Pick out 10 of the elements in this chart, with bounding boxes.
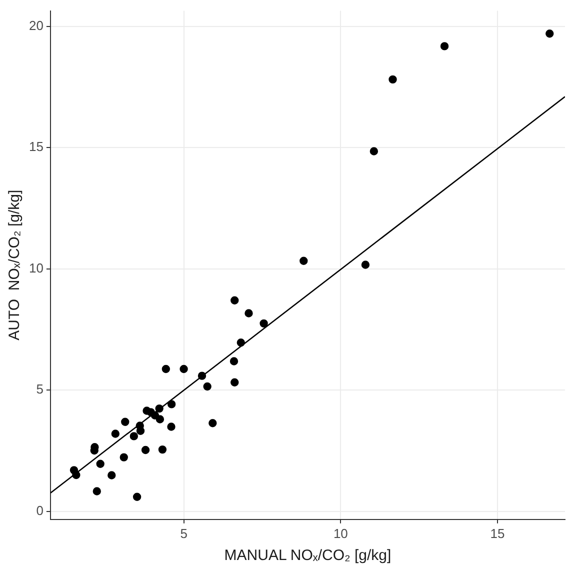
y-tick-label: 20 (28, 18, 44, 33)
y-tick-label: 10 (28, 260, 44, 276)
x-tick-label: 5 (180, 526, 188, 541)
x-tick-label: 15 (490, 526, 505, 541)
y-tick-label: 15 (28, 139, 44, 154)
x-axis-title: MANUAL NOₓ/CO₂ [g/kg] (224, 547, 392, 564)
y-axis-title: AUTO NOₓ/CO₂ [g/kg] (6, 190, 24, 340)
x-tick-label: 10 (333, 526, 348, 541)
y-tick-label: 0 (36, 502, 44, 518)
y-tick-label: 5 (36, 382, 44, 397)
